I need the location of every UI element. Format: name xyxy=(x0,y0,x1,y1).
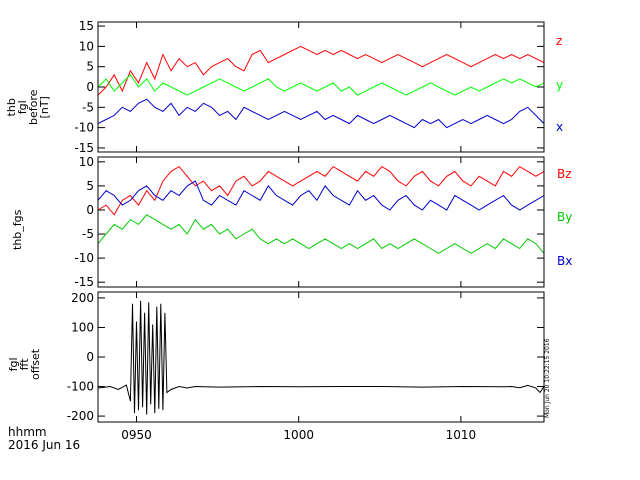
series-line-z xyxy=(97,45,545,96)
timestamp-stamp: Mon Jun 20 10:22:15 2016 xyxy=(544,338,551,418)
panel3-ytick-label: 200 xyxy=(71,291,94,305)
panel1-ytick-label: 5 xyxy=(86,60,94,74)
series-line-Bz xyxy=(97,165,545,216)
panel1-ytick-label: 15 xyxy=(79,19,94,33)
panel-2: -15 -10 -5 0 5 10 xyxy=(74,155,545,289)
panel1-frame xyxy=(97,21,545,153)
xaxis-label: hhmm xyxy=(8,425,47,439)
panel3-ylabel: fgl fft offset xyxy=(7,348,42,380)
panel2-ytick-label: 10 xyxy=(79,155,94,169)
series-line-y xyxy=(97,74,545,96)
legend-y: y xyxy=(556,78,564,92)
panel2-ytick-label: 5 xyxy=(86,179,94,193)
series-line-Bx xyxy=(97,180,545,211)
legend-bz: Bz xyxy=(557,167,572,181)
panel1-ytick-label: -5 xyxy=(82,100,94,114)
panel-1: -15 -10 -5 0 5 10 15 xyxy=(74,19,545,155)
series-line-x xyxy=(97,98,545,129)
panel3-ytick-label: -100 xyxy=(67,380,94,394)
legend-x: x xyxy=(556,120,564,134)
panel3-frame xyxy=(97,291,545,423)
panel2-frame xyxy=(97,156,545,288)
date-label: 2016 Jun 16 xyxy=(8,438,81,452)
xtick-label: 0950 xyxy=(121,428,152,442)
panel3-ytick-label: -200 xyxy=(67,409,94,423)
series-line-offset xyxy=(97,300,545,415)
panel1-ylabel: thb fgl before [nT] xyxy=(5,89,51,125)
panel2-ytick-label: -10 xyxy=(74,251,94,265)
series-line-By xyxy=(97,214,545,254)
panel-3: -200 -100 0 100 200 xyxy=(67,291,545,423)
panel2-ytick-label: -15 xyxy=(74,275,94,289)
xtick-label: 1000 xyxy=(283,428,314,442)
legend-bx: Bx xyxy=(557,254,573,268)
panel3-ytick-label: 100 xyxy=(71,320,94,334)
panel2-ylabel: thb_fgs xyxy=(11,209,24,250)
panel3-ytick-label: 0 xyxy=(86,350,94,364)
panel1-ytick-label: 10 xyxy=(79,39,94,53)
xtick-label: 1010 xyxy=(446,428,477,442)
panel2-ytick-label: -5 xyxy=(82,227,94,241)
panel1-ytick-label: 0 xyxy=(86,80,94,94)
legend-z: z xyxy=(556,34,563,48)
panel2-ytick-label: 0 xyxy=(86,203,94,217)
panel1-ytick-label: -15 xyxy=(74,141,94,155)
panel1-ytick-label: -10 xyxy=(74,121,94,135)
legend-by: By xyxy=(557,210,573,224)
